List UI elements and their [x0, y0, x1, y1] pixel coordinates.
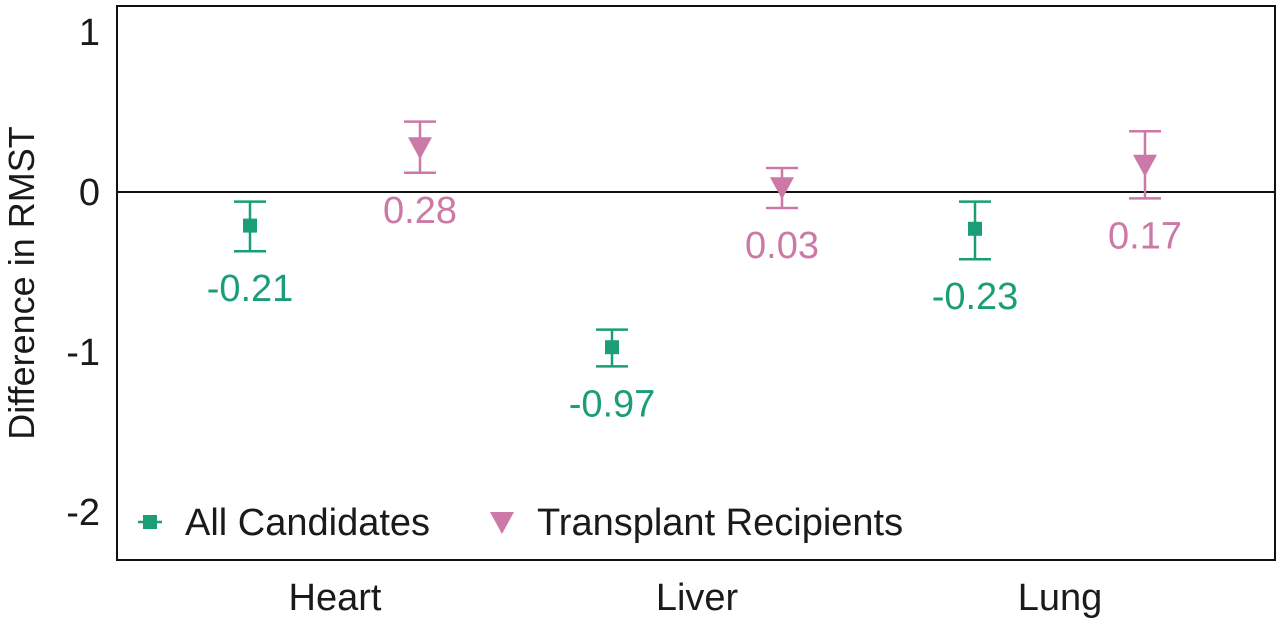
data-label: -0.23: [932, 276, 1019, 318]
data-point-triangle: [770, 177, 794, 200]
legend-key-square: [143, 515, 157, 529]
y-tick-label: -2: [66, 492, 100, 534]
y-tick-label: 1: [79, 12, 100, 54]
legend-label: All Candidates: [185, 502, 430, 544]
y-axis-title: Difference in RMST: [1, 126, 42, 439]
data-point-square: [968, 221, 982, 236]
x-tick-label-heart: Heart: [289, 577, 382, 619]
data-label: -0.97: [569, 383, 656, 425]
data-label: 0.03: [745, 225, 819, 267]
data-label: 0.17: [1108, 215, 1182, 257]
legend-label: Transplant Recipients: [537, 502, 903, 544]
y-axis-ticks: 1 0 -1 -2: [66, 12, 100, 534]
y-tick-label: -1: [66, 332, 100, 374]
data-point-triangle: [408, 137, 432, 160]
legend: All Candidates Transplant Recipients: [138, 502, 903, 544]
data-point-triangle: [1133, 154, 1157, 177]
legend-key-triangle: [490, 512, 514, 534]
series-transplant-recipients: 0.28 0.03 0.17: [383, 120, 1182, 267]
data-point-square: [243, 218, 257, 233]
data-point-square: [605, 340, 619, 355]
plot-frame: [116, 5, 1276, 561]
x-tick-label-liver: Liver: [656, 577, 739, 619]
data-label: 0.28: [383, 190, 457, 232]
y-tick-label: 0: [79, 172, 100, 214]
series-layer: -0.21 -0.97 -0.23 0.28 0.03 0.17: [207, 120, 1182, 425]
x-tick-label-lung: Lung: [1018, 577, 1103, 619]
series-all-candidates: -0.21 -0.97 -0.23: [207, 200, 1019, 425]
x-axis-ticks: Heart Liver Lung: [289, 577, 1103, 619]
data-label: -0.21: [207, 268, 294, 310]
